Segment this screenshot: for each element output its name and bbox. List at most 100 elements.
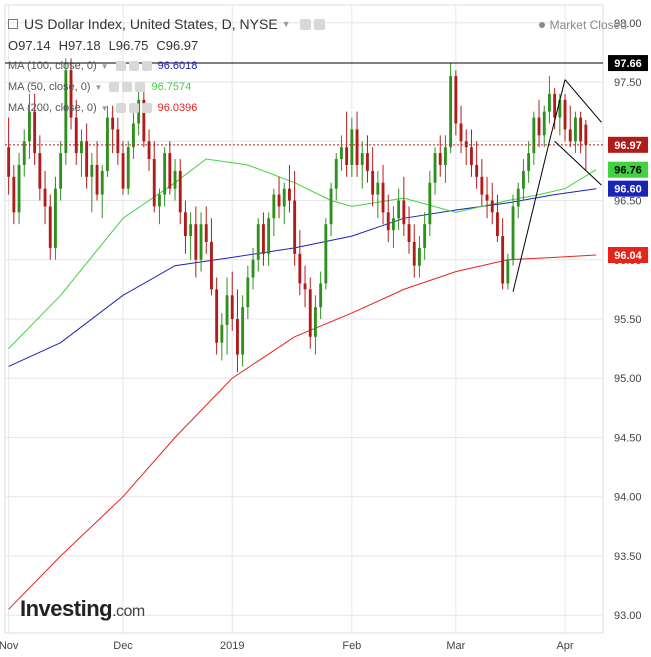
candle xyxy=(236,289,239,373)
candle-body xyxy=(459,123,463,142)
candle xyxy=(220,313,224,361)
x-tick-label: Dec xyxy=(113,640,133,652)
candle-body xyxy=(480,176,484,195)
candle-body xyxy=(7,147,11,177)
candle xyxy=(574,111,577,154)
candle xyxy=(386,194,390,242)
candle-body xyxy=(308,289,312,337)
candle-body xyxy=(386,212,390,231)
y-tick-label: 94.50 xyxy=(614,432,642,444)
ma50-caret-icon[interactable]: ▼ xyxy=(94,82,103,92)
candle-body xyxy=(28,111,31,142)
candle-body xyxy=(584,124,588,145)
candle-body xyxy=(392,218,395,231)
candle-body xyxy=(438,153,442,165)
candle xyxy=(147,129,151,171)
candle-body xyxy=(256,224,260,260)
candle-body xyxy=(126,147,130,189)
candle-body xyxy=(522,170,525,189)
ma50-settings-icon[interactable] xyxy=(122,82,133,92)
candle-body xyxy=(100,170,104,195)
candle-body xyxy=(319,283,323,308)
y-tick-label: 95.50 xyxy=(614,314,642,326)
ma50-visibility-icon[interactable] xyxy=(109,82,120,92)
ma200-legend[interactable]: MA (200, close, 0) ▼ 96.0396 xyxy=(8,102,197,114)
candle xyxy=(163,147,167,207)
candle-body xyxy=(111,117,115,130)
ma100-visibility-icon[interactable] xyxy=(115,61,126,71)
candle xyxy=(7,117,11,195)
ma200-visibility-icon[interactable] xyxy=(115,103,126,113)
candle xyxy=(116,117,120,165)
title-gear-icon[interactable] xyxy=(313,18,325,30)
candle-body xyxy=(17,164,21,213)
candle xyxy=(485,176,489,219)
market-status: Market Closed xyxy=(538,18,627,32)
candle xyxy=(132,111,135,160)
candle xyxy=(376,170,380,219)
price-label-bg xyxy=(608,247,648,264)
candle xyxy=(355,111,359,177)
ma50-close-icon[interactable] xyxy=(135,82,146,92)
ma100-close-icon[interactable] xyxy=(141,61,152,71)
candle xyxy=(381,164,385,225)
candle xyxy=(54,176,57,260)
candle xyxy=(532,111,536,165)
candle xyxy=(407,206,411,254)
candle xyxy=(402,176,406,237)
candle-body xyxy=(537,117,541,136)
candle xyxy=(59,141,63,201)
candle xyxy=(85,123,89,189)
title-settings-icon[interactable] xyxy=(299,18,311,30)
candle-body xyxy=(282,188,286,207)
x-tick-label: Feb xyxy=(342,640,361,652)
candle xyxy=(142,87,146,148)
ma200-settings-icon[interactable] xyxy=(128,103,139,113)
candle xyxy=(548,76,551,124)
candle xyxy=(428,170,432,237)
investing-logo[interactable]: Investing.com xyxy=(20,596,145,622)
candle-body xyxy=(464,141,468,148)
candle-body xyxy=(329,188,333,225)
candle-body xyxy=(381,182,385,213)
candle-body xyxy=(246,277,250,308)
candle xyxy=(33,93,37,165)
title-dropdown-caret-icon[interactable]: ▼ xyxy=(281,19,291,29)
ohlc-row: O97.14 H97.18 L96.75 C96.97 xyxy=(8,38,206,53)
x-tick-label: Nov xyxy=(0,640,19,652)
ma200-caret-icon[interactable]: ▼ xyxy=(100,103,109,113)
candle xyxy=(438,135,442,177)
candle-body xyxy=(142,99,146,142)
candle-body xyxy=(272,194,276,219)
price-label: 97.66 xyxy=(608,55,648,72)
candle-body xyxy=(215,289,219,343)
ma200-close-icon[interactable] xyxy=(141,103,152,113)
ma50-legend[interactable]: MA (50, close, 0) ▼ 96.7574 xyxy=(8,81,191,93)
ma100-caret-icon[interactable]: ▼ xyxy=(100,61,109,71)
candle xyxy=(178,159,182,225)
candle xyxy=(173,159,177,201)
ma100-legend[interactable]: MA (100, close, 0) ▼ 96.6018 xyxy=(8,60,197,72)
candle xyxy=(496,194,499,242)
candle xyxy=(121,141,125,195)
candle xyxy=(272,188,276,237)
candle-body xyxy=(236,319,239,355)
candle xyxy=(371,147,375,207)
candle xyxy=(579,111,583,154)
candle-body xyxy=(147,141,151,160)
candle-body xyxy=(194,224,198,260)
candle xyxy=(225,277,229,355)
candle xyxy=(90,153,94,213)
ma100-settings-icon[interactable] xyxy=(128,61,139,71)
candle-body xyxy=(475,164,479,177)
ohlc-open: O97.14 xyxy=(8,38,51,53)
candle-body xyxy=(80,141,83,154)
trendline xyxy=(564,79,602,123)
candle xyxy=(334,153,338,201)
candle xyxy=(184,200,187,254)
ma200-value: 96.0396 xyxy=(157,102,198,114)
candle xyxy=(329,182,333,237)
candle xyxy=(537,99,541,148)
candle xyxy=(340,135,343,171)
